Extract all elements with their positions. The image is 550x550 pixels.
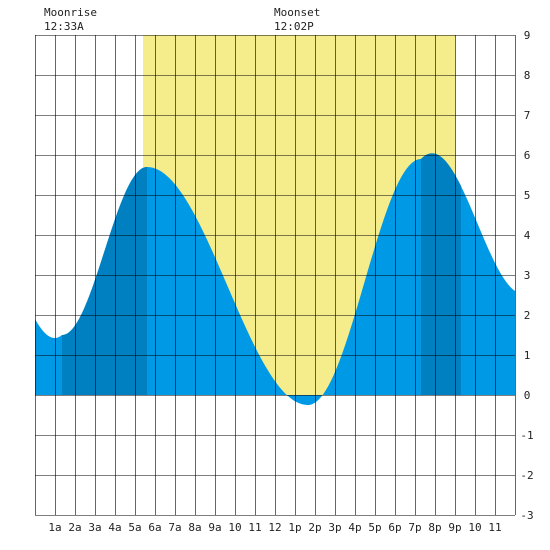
x-tick-label: 9p <box>448 521 461 534</box>
x-tick-label: 2p <box>308 521 321 534</box>
x-tick-label: 3p <box>328 521 341 534</box>
tide-night-band-1 <box>62 167 147 395</box>
x-tick-label: 11 <box>248 521 261 534</box>
x-tick-label: 12 <box>268 521 281 534</box>
moonset-label: Moonset <box>274 6 320 19</box>
y-tick-label: -3 <box>520 509 533 522</box>
y-tick-label: 4 <box>524 229 531 242</box>
y-tick-label: 7 <box>524 109 531 122</box>
y-tick-label: 6 <box>524 149 531 162</box>
y-tick-label: 2 <box>524 309 531 322</box>
x-tick-label: 5a <box>128 521 141 534</box>
plot-area: 1a 2a 3a 4a 5a 6a 7a 8a 9a 10 11 12 1p 2p 3p 4p 5p 6p 7p 8p… <box>35 29 534 534</box>
x-tick-label: 6a <box>148 521 161 534</box>
x-tick-label: 11 <box>488 521 501 534</box>
y-tick-label: 0 <box>524 389 531 402</box>
y-tick-label: 9 <box>524 29 531 42</box>
x-tick-label: 10 <box>228 521 241 534</box>
moonrise-label: Moonrise <box>44 6 97 19</box>
x-tick-label: 1a <box>48 521 61 534</box>
y-tick-label: 5 <box>524 189 531 202</box>
y-tick-label: 8 <box>524 69 531 82</box>
x-tick-label: 4a <box>108 521 121 534</box>
tide-night-band-2 <box>421 153 461 395</box>
tide-area <box>35 153 515 405</box>
x-tick-label: 7p <box>408 521 421 534</box>
y-tick-label: -2 <box>520 469 533 482</box>
x-tick-label: 6p <box>388 521 401 534</box>
x-tick-label: 8p <box>428 521 441 534</box>
x-tick-label: 4p <box>348 521 361 534</box>
y-tick-label: 3 <box>524 269 531 282</box>
moonrise-time: 12:33A <box>44 20 84 33</box>
moonset-time: 12:02P <box>274 20 314 33</box>
x-tick-label: 2a <box>68 521 81 534</box>
x-tick-label: 8a <box>188 521 201 534</box>
x-tick-label: 7a <box>168 521 181 534</box>
y-tick-label: -1 <box>520 429 533 442</box>
x-tick-label: 3a <box>88 521 101 534</box>
x-tick-label: 5p <box>368 521 381 534</box>
x-tick-label: 1p <box>288 521 301 534</box>
x-tick-label: 10 <box>468 521 481 534</box>
x-tick-label: 9a <box>208 521 221 534</box>
y-tick-label: 1 <box>524 349 531 362</box>
